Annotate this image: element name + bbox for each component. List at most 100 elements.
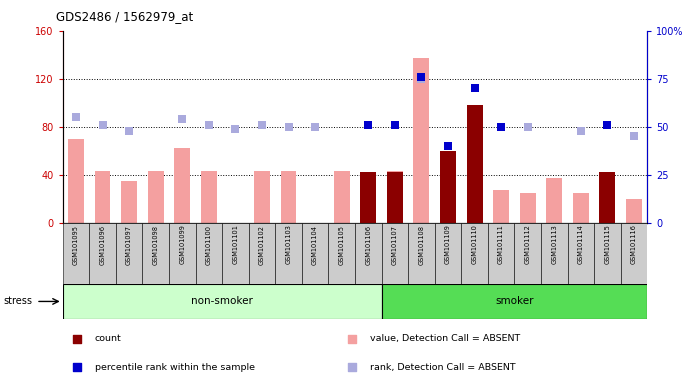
Point bbox=[72, 336, 83, 342]
Bar bbox=[333, 171, 349, 223]
Text: GSM101099: GSM101099 bbox=[180, 225, 185, 265]
Point bbox=[443, 143, 454, 149]
Text: GSM101106: GSM101106 bbox=[365, 225, 371, 265]
Text: GSM101108: GSM101108 bbox=[418, 225, 425, 265]
Text: non-smoker: non-smoker bbox=[191, 296, 253, 306]
Bar bbox=[546, 178, 562, 223]
Point bbox=[628, 133, 640, 139]
Point bbox=[283, 124, 294, 130]
Bar bbox=[387, 172, 403, 223]
Text: value, Detection Call = ABSENT: value, Detection Call = ABSENT bbox=[370, 334, 520, 343]
Text: rank, Detection Call = ABSENT: rank, Detection Call = ABSENT bbox=[370, 363, 515, 372]
Bar bbox=[196, 223, 222, 284]
Text: GSM101110: GSM101110 bbox=[472, 225, 477, 265]
Bar bbox=[222, 223, 248, 284]
Bar bbox=[488, 223, 514, 284]
Point bbox=[70, 114, 81, 120]
Bar bbox=[541, 223, 567, 284]
Text: GSM101104: GSM101104 bbox=[312, 225, 318, 265]
Text: GSM101097: GSM101097 bbox=[126, 225, 132, 265]
Text: percentile rank within the sample: percentile rank within the sample bbox=[95, 363, 255, 372]
Bar bbox=[89, 223, 116, 284]
Bar bbox=[248, 223, 275, 284]
Bar bbox=[169, 223, 196, 284]
Bar bbox=[440, 151, 456, 223]
Point bbox=[177, 116, 188, 122]
Point bbox=[97, 122, 108, 128]
Bar bbox=[68, 139, 84, 223]
Point bbox=[522, 124, 533, 130]
Bar bbox=[567, 223, 594, 284]
Bar bbox=[361, 172, 377, 223]
Text: GSM101112: GSM101112 bbox=[525, 225, 530, 265]
Text: GDS2486 / 1562979_at: GDS2486 / 1562979_at bbox=[56, 10, 193, 23]
Point bbox=[347, 364, 358, 371]
Bar bbox=[493, 190, 509, 223]
Text: GSM101109: GSM101109 bbox=[445, 225, 451, 265]
Point bbox=[363, 122, 374, 128]
Point bbox=[602, 122, 613, 128]
Bar bbox=[466, 105, 482, 223]
Bar bbox=[302, 223, 329, 284]
Bar bbox=[435, 223, 461, 284]
Point bbox=[347, 336, 358, 342]
Point bbox=[363, 122, 374, 128]
Point bbox=[230, 126, 241, 132]
Bar bbox=[329, 223, 355, 284]
Bar bbox=[387, 171, 403, 223]
Point bbox=[203, 122, 214, 128]
Bar bbox=[148, 171, 164, 223]
Text: GSM101095: GSM101095 bbox=[73, 225, 79, 265]
Bar bbox=[116, 223, 143, 284]
Bar bbox=[95, 171, 111, 223]
Text: GSM101096: GSM101096 bbox=[100, 225, 106, 265]
Text: GSM101103: GSM101103 bbox=[285, 225, 292, 265]
Bar bbox=[201, 171, 216, 223]
Bar bbox=[275, 223, 302, 284]
Text: GSM101115: GSM101115 bbox=[604, 225, 610, 265]
Bar bbox=[573, 193, 589, 223]
Text: GSM101102: GSM101102 bbox=[259, 225, 265, 265]
Bar bbox=[63, 284, 381, 319]
Text: stress: stress bbox=[3, 296, 33, 306]
Text: count: count bbox=[95, 334, 122, 343]
Text: GSM101111: GSM101111 bbox=[498, 225, 504, 264]
Bar bbox=[599, 172, 615, 223]
Bar bbox=[408, 223, 435, 284]
Bar bbox=[461, 223, 488, 284]
Point bbox=[496, 124, 507, 130]
Bar bbox=[514, 223, 541, 284]
Bar bbox=[63, 223, 89, 284]
Bar bbox=[626, 199, 642, 223]
Point bbox=[310, 124, 321, 130]
Bar bbox=[280, 171, 296, 223]
Bar bbox=[621, 223, 647, 284]
Text: GSM101101: GSM101101 bbox=[232, 225, 238, 265]
Bar bbox=[355, 223, 381, 284]
Point bbox=[256, 122, 267, 128]
Bar bbox=[381, 284, 647, 319]
Text: smoker: smoker bbox=[495, 296, 534, 306]
Bar bbox=[594, 223, 621, 284]
Point bbox=[416, 76, 427, 82]
Bar bbox=[520, 193, 536, 223]
Bar bbox=[174, 148, 190, 223]
Text: GSM101100: GSM101100 bbox=[206, 225, 212, 265]
Text: GSM101107: GSM101107 bbox=[392, 225, 398, 265]
Bar bbox=[254, 171, 270, 223]
Bar bbox=[381, 223, 408, 284]
Point bbox=[72, 364, 83, 371]
Point bbox=[602, 122, 613, 128]
Text: GSM101114: GSM101114 bbox=[578, 225, 584, 265]
Text: GSM101098: GSM101098 bbox=[152, 225, 159, 265]
Bar bbox=[121, 181, 137, 223]
Bar bbox=[413, 58, 429, 223]
Point bbox=[389, 122, 400, 128]
Text: GSM101116: GSM101116 bbox=[631, 225, 637, 265]
Point bbox=[123, 127, 134, 134]
Bar bbox=[143, 223, 169, 284]
Text: GSM101113: GSM101113 bbox=[551, 225, 557, 264]
Point bbox=[469, 85, 480, 91]
Text: GSM101105: GSM101105 bbox=[339, 225, 345, 265]
Point bbox=[416, 74, 427, 80]
